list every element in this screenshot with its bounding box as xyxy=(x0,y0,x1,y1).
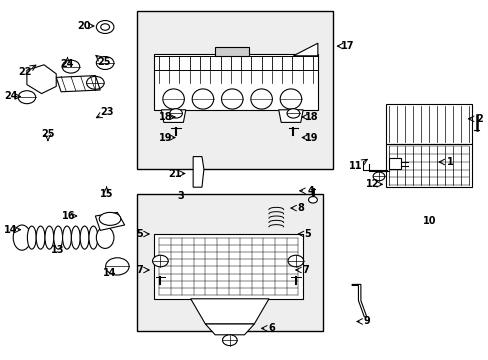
Circle shape xyxy=(308,197,317,203)
Polygon shape xyxy=(161,110,185,122)
Ellipse shape xyxy=(250,89,272,109)
Circle shape xyxy=(152,255,168,267)
Ellipse shape xyxy=(27,226,36,249)
Text: 5: 5 xyxy=(304,229,311,239)
Polygon shape xyxy=(205,324,254,335)
Circle shape xyxy=(222,335,237,346)
Ellipse shape xyxy=(13,225,31,250)
Ellipse shape xyxy=(62,226,71,249)
Text: 14: 14 xyxy=(4,225,18,235)
Ellipse shape xyxy=(96,227,114,248)
Text: 11: 11 xyxy=(348,161,362,171)
Text: 20: 20 xyxy=(77,21,91,31)
Circle shape xyxy=(286,109,299,118)
Text: 5: 5 xyxy=(136,229,142,239)
Text: 7: 7 xyxy=(136,265,142,275)
Text: 19: 19 xyxy=(158,132,172,143)
Bar xyxy=(215,47,249,56)
Bar xyxy=(137,194,322,331)
Text: 10: 10 xyxy=(422,216,435,226)
Text: 2: 2 xyxy=(475,114,482,124)
Ellipse shape xyxy=(80,226,89,249)
Text: 16: 16 xyxy=(61,211,75,221)
Text: 3: 3 xyxy=(177,191,184,201)
Text: 9: 9 xyxy=(363,316,369,327)
Text: 12: 12 xyxy=(365,179,379,189)
Text: 19: 19 xyxy=(305,132,318,143)
Ellipse shape xyxy=(221,89,243,109)
Ellipse shape xyxy=(36,226,45,249)
Polygon shape xyxy=(154,234,303,299)
Text: 23: 23 xyxy=(100,107,113,117)
Text: 18: 18 xyxy=(305,112,318,122)
Ellipse shape xyxy=(71,226,80,249)
Ellipse shape xyxy=(163,89,184,109)
Circle shape xyxy=(101,24,109,30)
Ellipse shape xyxy=(89,226,98,249)
Bar xyxy=(386,144,471,187)
Text: 25: 25 xyxy=(41,129,55,139)
Text: 14: 14 xyxy=(103,268,117,278)
Text: 6: 6 xyxy=(267,323,274,333)
Bar xyxy=(386,104,471,144)
Text: 8: 8 xyxy=(297,203,304,213)
Polygon shape xyxy=(388,158,400,169)
Text: 24: 24 xyxy=(61,59,74,69)
Text: 21: 21 xyxy=(168,168,182,179)
Circle shape xyxy=(287,255,303,267)
Text: 18: 18 xyxy=(158,112,172,122)
Text: 13: 13 xyxy=(51,245,64,255)
Text: 17: 17 xyxy=(340,41,353,51)
Ellipse shape xyxy=(45,226,54,249)
Polygon shape xyxy=(193,157,203,187)
Ellipse shape xyxy=(54,226,62,249)
Text: 24: 24 xyxy=(4,91,18,102)
Polygon shape xyxy=(56,76,100,92)
Circle shape xyxy=(372,172,384,181)
Polygon shape xyxy=(351,284,366,317)
Ellipse shape xyxy=(99,212,121,225)
Circle shape xyxy=(96,21,114,33)
Polygon shape xyxy=(190,299,268,324)
Text: 1: 1 xyxy=(446,157,452,167)
Polygon shape xyxy=(278,110,303,122)
Text: 22: 22 xyxy=(19,67,32,77)
Bar xyxy=(137,11,332,169)
Ellipse shape xyxy=(192,89,213,109)
Text: 4: 4 xyxy=(306,186,313,196)
Polygon shape xyxy=(95,212,124,230)
Polygon shape xyxy=(27,65,56,94)
Text: 25: 25 xyxy=(97,57,110,67)
Circle shape xyxy=(169,109,182,118)
Ellipse shape xyxy=(280,89,301,109)
Text: 7: 7 xyxy=(302,265,308,275)
Polygon shape xyxy=(293,43,317,56)
Bar xyxy=(154,54,317,110)
Text: 15: 15 xyxy=(100,189,113,199)
